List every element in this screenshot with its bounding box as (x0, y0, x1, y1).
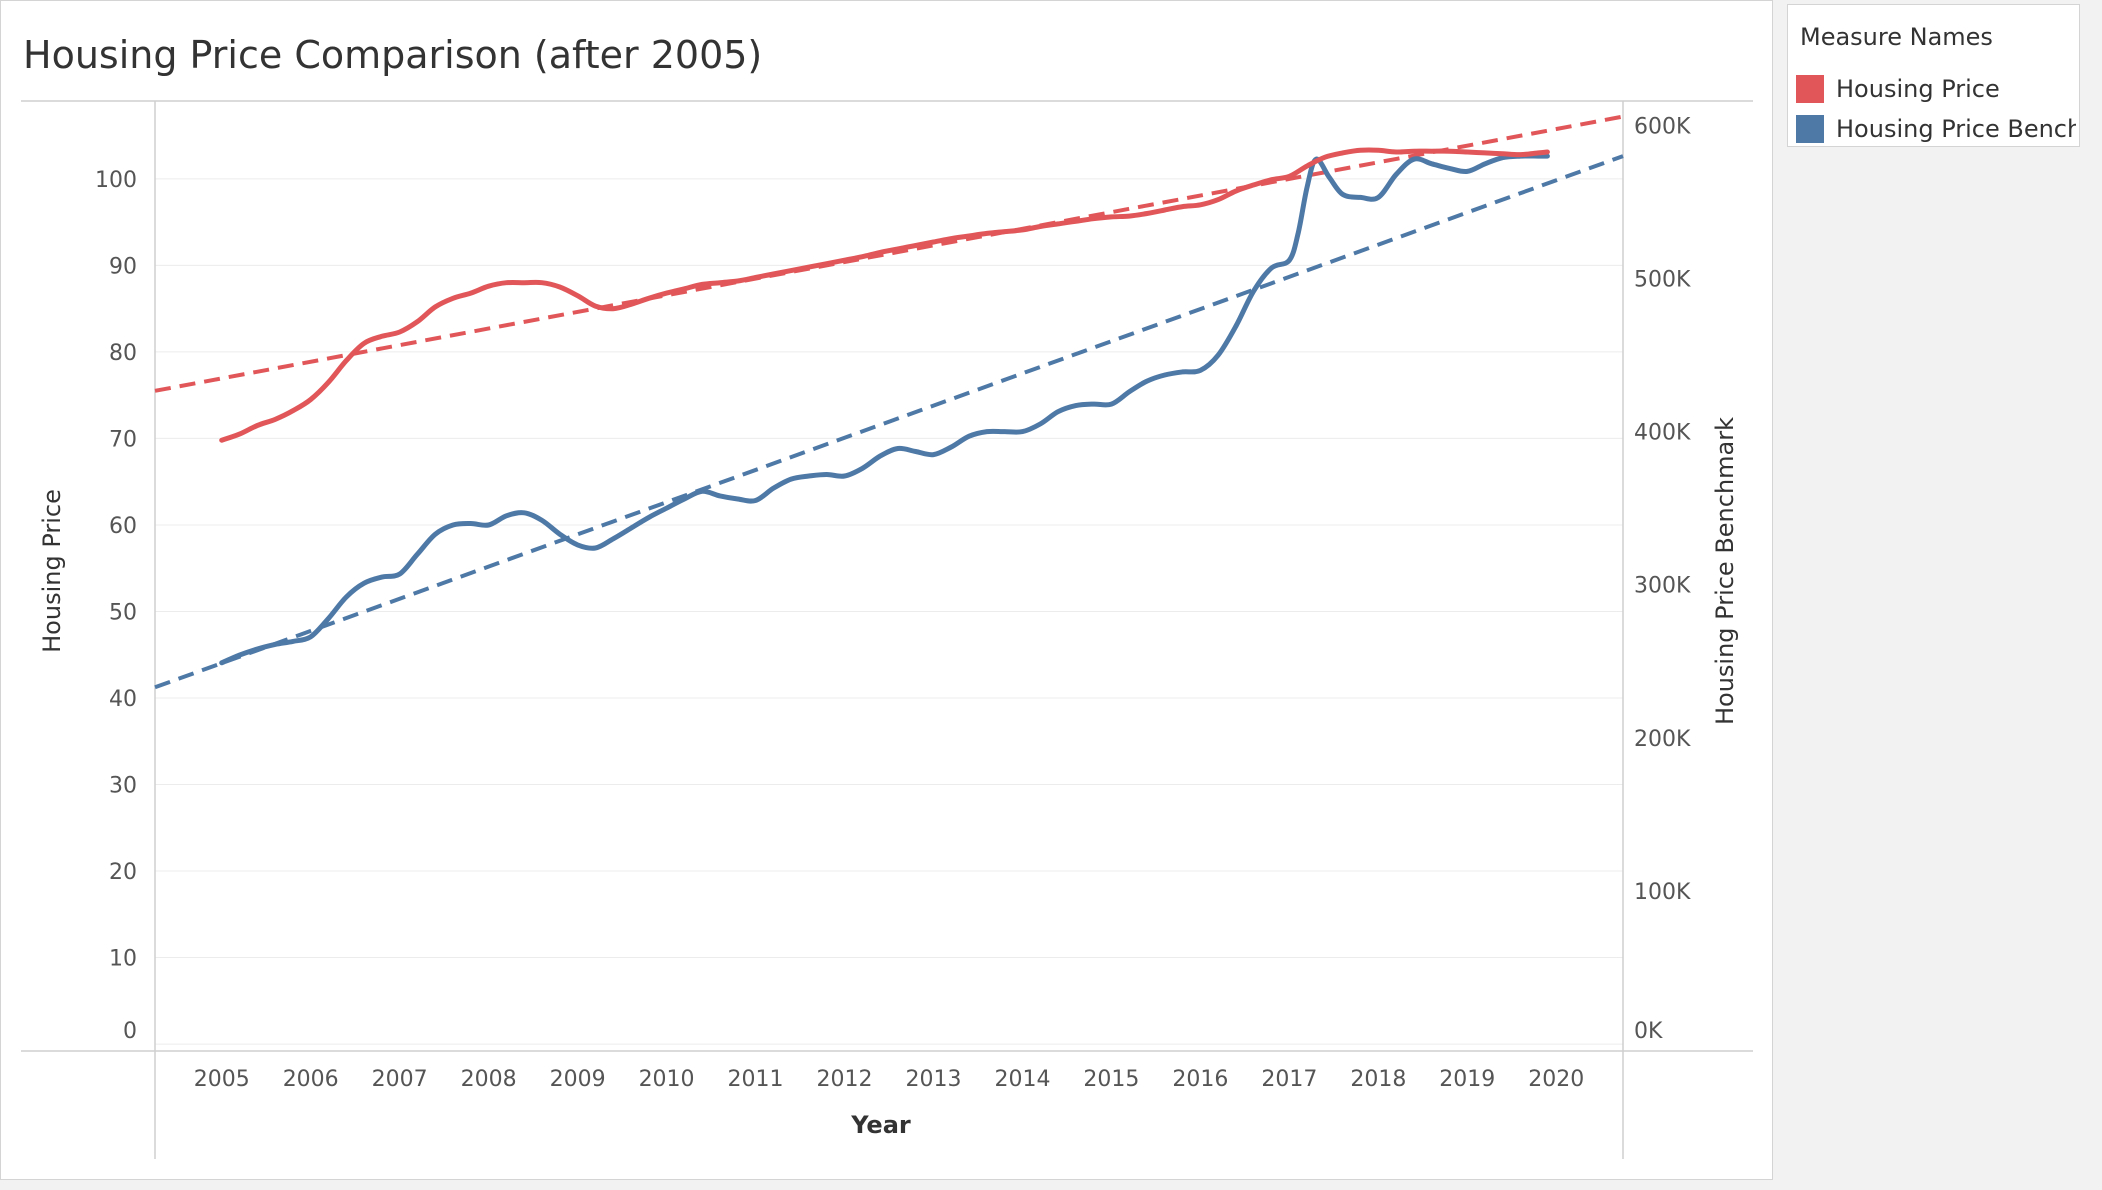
y-left-tick-label: 100 (95, 168, 137, 193)
series-lines (219, 147, 1550, 666)
y-left-tick-label: 50 (109, 600, 137, 625)
y-left-tick-label: 0 (123, 1019, 137, 1044)
x-tick-label: 2011 (728, 1067, 784, 1092)
series-line-housing-price-benchmark (219, 153, 1550, 666)
y-left-tick-label: 20 (109, 860, 137, 885)
legend-item-housing-price-benchmark[interactable]: Housing Price Bench.. (1796, 114, 2076, 144)
x-tick-label: 2010 (639, 1067, 695, 1092)
y-left-tick-label: 10 (109, 947, 137, 972)
x-tick-label: 2005 (194, 1067, 250, 1092)
x-axis-label: Year (850, 1111, 911, 1139)
y-right-tick-label: 300K (1634, 574, 1691, 599)
x-tick-label: 2017 (1261, 1067, 1317, 1092)
legend-swatch-housing-price-benchmark (1796, 115, 1824, 143)
legend: Measure Names Housing Price Housing Pric… (1787, 4, 2080, 147)
x-tick-label: 2013 (905, 1067, 961, 1092)
x-tick-label: 2016 (1172, 1067, 1228, 1092)
x-tick-label: 2009 (550, 1067, 606, 1092)
trend-line (154, 154, 1624, 690)
series-line-housing-price (219, 147, 1550, 443)
chart-title: Housing Price Comparison (after 2005) (23, 33, 763, 77)
x-tick-label: 2014 (994, 1067, 1050, 1092)
y-left-axis-label: Housing Price (38, 489, 66, 653)
y-right-tick-label: 600K (1634, 114, 1691, 139)
x-tick-label: 2020 (1528, 1067, 1584, 1092)
worksheet-pane: Housing Price Comparison (after 2005) 0 1… (0, 0, 1773, 1180)
y-right-tick-label: 100K (1634, 880, 1691, 905)
y-right-axis-label: Housing Price Benchmark (1711, 417, 1739, 725)
y-right-tick-label: 200K (1634, 727, 1691, 752)
y-right-tick-label: 500K (1634, 268, 1691, 293)
axes-frame (21, 100, 1753, 1159)
x-tick-label: 2012 (817, 1067, 873, 1092)
y-left-tick-label: 70 (109, 427, 137, 452)
legend-swatch-housing-price (1796, 75, 1824, 103)
y-right-tick-label: 400K (1634, 421, 1691, 446)
y-left-tick-label: 90 (109, 254, 137, 279)
trend-line (154, 114, 1624, 393)
y-left-tick-label: 40 (109, 687, 137, 712)
y-left-tick-label: 80 (109, 341, 137, 366)
x-tick-label: 2006 (283, 1067, 339, 1092)
y-left-tick-label: 30 (109, 774, 137, 799)
chart-svg: 0 10 20 30 40 50 60 70 80 90 100 0K 100K 200K 300K 400K… (21, 100, 1753, 1159)
legend-item-housing-price[interactable]: Housing Price (1796, 74, 2076, 104)
legend-label-housing-price-benchmark: Housing Price Bench.. (1836, 115, 2076, 143)
legend-label-housing-price: Housing Price (1836, 75, 2000, 103)
x-tick-label: 2007 (372, 1067, 428, 1092)
y-left-tick-label: 60 (109, 514, 137, 539)
y-right-tick-label: 0K (1634, 1019, 1663, 1044)
x-tick-label: 2018 (1350, 1067, 1406, 1092)
trend-lines (154, 114, 1624, 690)
tick-labels: 0 10 20 30 40 50 60 70 80 90 100 0K 100K 200K 300K 400K… (95, 114, 1691, 1092)
x-tick-label: 2019 (1439, 1067, 1495, 1092)
gridlines (155, 178, 1623, 1045)
x-tick-label: 2015 (1083, 1067, 1139, 1092)
legend-title: Measure Names (1800, 23, 1993, 51)
x-tick-label: 2008 (461, 1067, 517, 1092)
